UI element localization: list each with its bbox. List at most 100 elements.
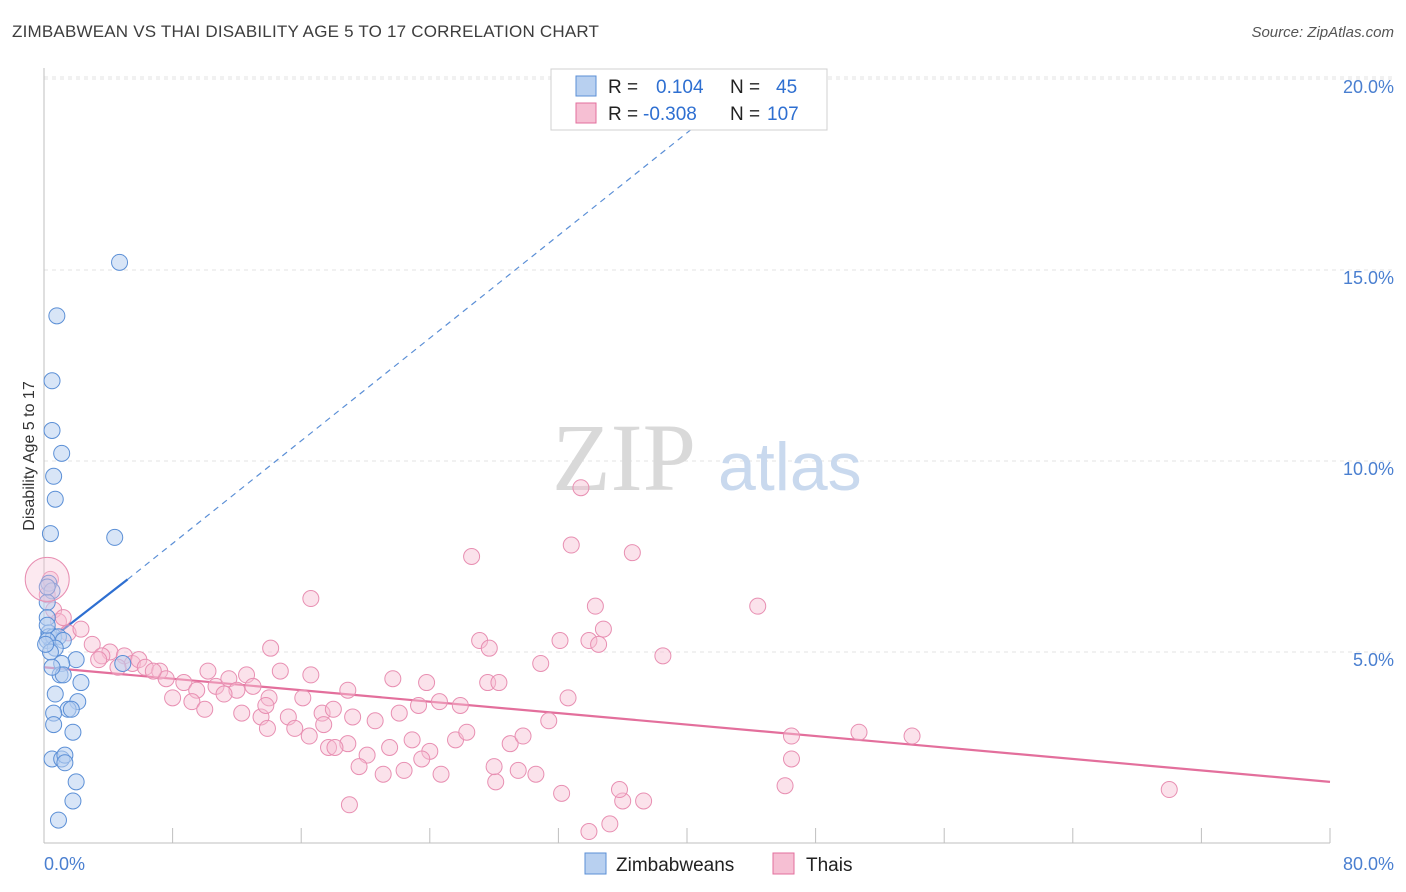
point-thais — [262, 639, 280, 657]
point-thais — [344, 708, 362, 726]
y-tick-labels: 5.0% 10.0% 15.0% 20.0% — [1343, 77, 1394, 670]
point-thais — [340, 796, 358, 814]
point-thais — [258, 719, 276, 737]
y-tick-label: 10.0% — [1343, 459, 1394, 479]
point-thais — [850, 723, 868, 741]
point-thais — [514, 727, 532, 745]
point-thais — [215, 685, 233, 703]
point-zimbabweans — [46, 490, 64, 508]
point-thais — [339, 735, 357, 753]
x-tick-label: 0.0% — [44, 854, 85, 874]
point-thais — [601, 815, 619, 833]
point-zimbabweans — [38, 616, 56, 634]
point-zimbabweans — [114, 654, 132, 672]
point-thais — [175, 674, 193, 692]
point-thais — [509, 761, 527, 779]
point-zimbabweans — [67, 773, 85, 791]
legend-r-value-2: -0.308 — [643, 104, 697, 125]
legend-r-label-2: R = — [608, 104, 638, 125]
y-axis-label: Disability Age 5 to 17 — [21, 381, 38, 531]
legend-r-label-1: R = — [608, 77, 638, 98]
point-thais — [580, 823, 598, 841]
point-thais — [339, 681, 357, 699]
point-thais — [228, 681, 246, 699]
legend-n-value-2: 107 — [767, 104, 799, 125]
axes — [43, 68, 1331, 844]
point-thais — [590, 635, 608, 653]
point-thais — [485, 758, 503, 776]
point-thais — [244, 677, 262, 695]
point-zimbabweans — [45, 467, 63, 485]
point-zimbabweans — [43, 421, 61, 439]
point-thais — [54, 609, 72, 627]
legend-n-label-1: N = — [730, 77, 760, 98]
point-zimbabweans — [45, 716, 63, 734]
point-thais — [286, 719, 304, 737]
point-thais — [366, 712, 384, 730]
point-zimbabweans — [48, 307, 66, 325]
point-thais — [302, 590, 320, 608]
point-thais — [551, 632, 569, 650]
point-zimbabweans — [64, 792, 82, 810]
point-zimbabweans — [37, 635, 55, 653]
trend-line-thais — [43, 666, 1331, 783]
point-thais — [410, 696, 428, 714]
point-thais — [72, 620, 90, 638]
legend-swatch-zimbabweans — [575, 75, 597, 97]
point-thais — [136, 658, 154, 676]
x-tick-label: 80.0% — [1343, 854, 1394, 874]
point-thais — [164, 689, 182, 707]
bottom-legend: Zimbabweans Thais — [584, 852, 852, 876]
point-thais — [654, 647, 672, 665]
point-thais — [610, 781, 628, 799]
point-thais — [403, 731, 421, 749]
point-thais — [559, 689, 577, 707]
point-thais — [532, 654, 550, 672]
legend: R = 0.104 N = 45 R = -0.308 N = 107 — [550, 68, 828, 131]
bottom-legend-label-thais: Thais — [806, 855, 852, 876]
point-zimbabweans — [62, 700, 80, 718]
point-thais — [776, 777, 794, 795]
point-zimbabweans — [41, 525, 59, 543]
point-thais — [586, 597, 604, 615]
point-thais — [144, 662, 162, 680]
x-tick-labels: 0.0% 80.0% — [44, 854, 1394, 874]
point-thais — [501, 735, 519, 753]
point-thais — [196, 700, 214, 718]
y-tick-label: 5.0% — [1353, 650, 1394, 670]
point-thais — [384, 670, 402, 688]
point-thais — [326, 739, 344, 756]
point-thais — [540, 712, 558, 730]
point-thais — [463, 548, 481, 565]
bottom-legend-label-zimbabweans: Zimbabweans — [616, 855, 734, 876]
point-zimbabweans — [53, 444, 71, 462]
point-thais — [480, 639, 498, 657]
point-thais — [614, 792, 632, 810]
point-thais — [451, 696, 469, 714]
point-thais — [1160, 781, 1178, 799]
chart-title: ZIMBABWEAN VS THAI DISABILITY AGE 5 TO 1… — [12, 22, 600, 41]
point-thais — [294, 689, 312, 707]
point-thais — [271, 662, 289, 680]
legend-swatch-thais — [575, 102, 597, 124]
point-thais — [430, 693, 448, 711]
point-thais — [749, 597, 767, 615]
point-thais — [83, 635, 101, 653]
point-thais — [903, 727, 921, 745]
point-thais — [580, 632, 598, 650]
point-zimbabweans — [43, 372, 61, 390]
point-thais — [390, 704, 408, 722]
point-thais — [320, 739, 338, 756]
point-thais — [458, 723, 476, 741]
point-thais — [199, 662, 217, 680]
watermark-atlas: atlas — [718, 429, 862, 505]
point-thais-large — [24, 556, 70, 602]
point-thais — [635, 792, 653, 810]
point-thais — [157, 670, 175, 688]
point-thais — [782, 727, 800, 745]
point-thais — [300, 727, 318, 745]
point-thais — [553, 784, 571, 802]
point-thais — [395, 761, 413, 779]
point-zimbabweans — [56, 754, 74, 772]
